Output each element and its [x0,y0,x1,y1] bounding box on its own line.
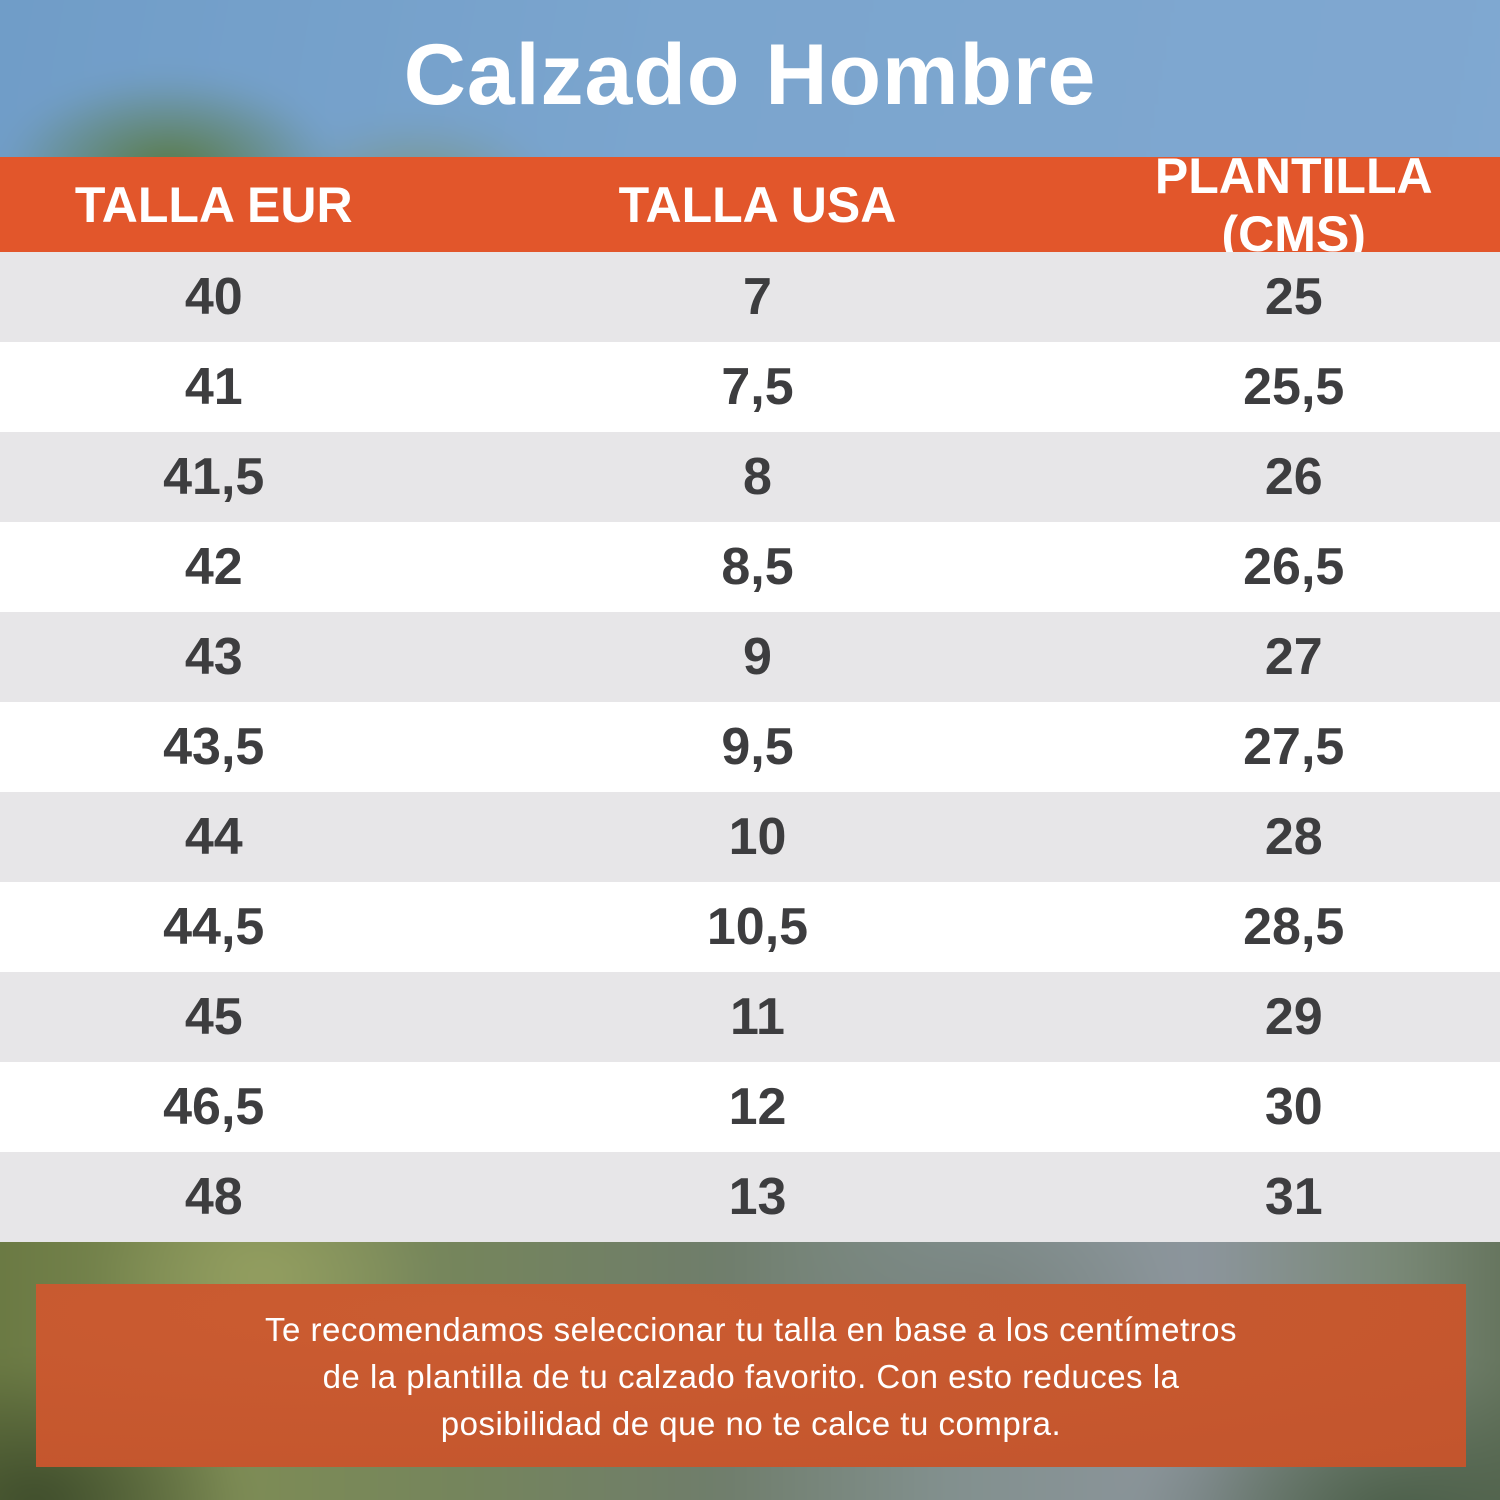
plantilla-cell: 31 [1264,1168,1323,1226]
table-row: 41 7,5 25,5 [0,342,1500,432]
plantilla-cell: 28 [1264,808,1323,866]
plantilla-cell: 27,5 [1243,718,1345,776]
talla-usa-cell: 9 [743,628,772,686]
talla-usa-cell: 13 [728,1168,787,1226]
talla-eur-cell: 43 [184,628,243,686]
header-cell-talla-usa: TALLA USA [618,176,897,233]
header-cell-talla-eur: TALLA EUR [74,176,353,233]
talla-usa-cell: 7 [743,268,772,326]
sky-photo-blur [0,0,1500,157]
page-title: Calzado Hombre [403,27,1097,123]
table-row: 48 13 31 [0,1152,1500,1242]
table-row: 43 9 27 [0,612,1500,702]
talla-usa-cell: 8,5 [721,538,794,596]
plantilla-cell: 27 [1264,628,1323,686]
table-row: 43,5 9,5 27,5 [0,702,1500,792]
note-line-1: Te recomendamos seleccionar tu talla en … [265,1311,1237,1348]
plantilla-cell: 26,5 [1243,538,1345,596]
talla-eur-cell: 48 [184,1168,243,1226]
recommendation-note: Te recomendamos seleccionar tu talla en … [36,1284,1466,1467]
table-row: 44,5 10,5 28,5 [0,882,1500,972]
talla-eur-cell: 40 [184,268,243,326]
talla-usa-cell: 12 [728,1078,787,1136]
table-row: 42 8,5 26,5 [0,522,1500,612]
table-row: 44 10 28 [0,792,1500,882]
plantilla-cell: 26 [1264,448,1323,506]
talla-usa-cell: 9,5 [721,718,794,776]
talla-eur-cell: 41 [184,358,243,416]
plantilla-cell: 25 [1264,268,1323,326]
plantilla-cell: 25,5 [1243,358,1345,416]
table-header-row: TALLA EUR TALLA USA PLANTILLA (CMS) [0,148,1500,262]
talla-eur-cell: 45 [184,988,243,1046]
talla-eur-cell: 44 [184,808,243,866]
table-body: 40 7 25 41 7,5 25,5 41,5 8 26 42 8,5 26,… [0,252,1500,1242]
table-row: 40 7 25 [0,252,1500,342]
plantilla-cell: 29 [1264,988,1323,1046]
photo-background-top [0,0,1500,157]
note-line-2: de la plantilla de tu calzado favorito. … [322,1358,1180,1395]
talla-eur-cell: 42 [184,538,243,596]
talla-usa-cell: 8 [743,448,772,506]
talla-usa-cell: 7,5 [721,358,794,416]
table-row: 46,5 12 30 [0,1062,1500,1152]
plantilla-cell: 28,5 [1243,898,1345,956]
talla-eur-cell: 44,5 [163,898,265,956]
plantilla-cell: 30 [1264,1078,1323,1136]
talla-usa-cell: 10 [728,808,787,866]
note-line-3: posibilidad de que no te calce tu compra… [440,1405,1062,1442]
talla-usa-cell: 10,5 [706,898,809,956]
header-cell-plantilla: PLANTILLA (CMS) [1154,147,1433,262]
talla-usa-cell: 11 [730,988,785,1046]
table-row: 41,5 8 26 [0,432,1500,522]
talla-eur-cell: 41,5 [163,448,265,506]
talla-eur-cell: 46,5 [163,1078,265,1136]
talla-eur-cell: 43,5 [163,718,265,776]
table-row: 45 11 29 [0,972,1500,1062]
